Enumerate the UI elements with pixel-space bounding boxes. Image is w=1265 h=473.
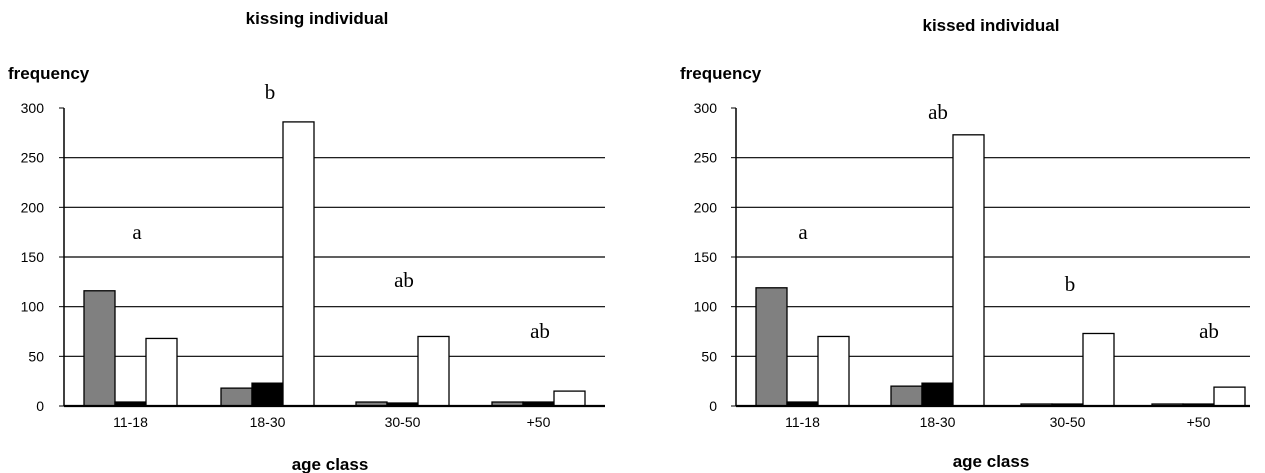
y-tick-label: 250	[694, 150, 718, 166]
category-label: 30-50	[385, 414, 421, 430]
significance-letter: a	[798, 220, 808, 244]
category-label: 18-30	[250, 414, 286, 430]
bar	[251, 382, 284, 407]
significance-letter: a	[132, 220, 142, 244]
y-tick-label: 300	[21, 100, 45, 116]
gridlines	[64, 157, 605, 357]
y-tick-labels: 0 50 100 150 200 250 300	[694, 100, 736, 414]
category-labels: 11-18 18-30 30-50 +50	[113, 414, 550, 430]
y-tick-label: 300	[694, 100, 718, 116]
y-tick-label: 50	[701, 348, 717, 364]
category-label: 30-50	[1050, 414, 1086, 430]
bar	[890, 385, 923, 407]
category-label: 18-30	[920, 414, 956, 430]
chart-kissed-individual: kissed individual frequency age class 0 5…	[680, 16, 1250, 471]
y-tick-label: 200	[21, 199, 45, 215]
bar	[145, 337, 178, 407]
significance-letter: ab	[530, 319, 550, 343]
x-axis-label: age class	[953, 452, 1030, 471]
category-label: +50	[1187, 414, 1211, 430]
category-labels: 11-18 18-30 30-50 +50	[785, 414, 1210, 430]
bar	[817, 335, 850, 407]
significance-letter: ab	[928, 100, 948, 124]
bars	[755, 134, 1246, 407]
chart-kissing-individual: kissing individual frequency age class 0…	[8, 9, 605, 473]
bar	[282, 121, 315, 407]
significance-letter: b	[265, 80, 276, 104]
y-tick-labels: 0 50 100 150 200 250 300	[21, 100, 64, 414]
bar	[1082, 332, 1115, 407]
significance-letter: b	[1065, 272, 1076, 296]
y-tick-label: 100	[694, 299, 718, 315]
category-label: 11-18	[113, 414, 148, 430]
axes	[735, 108, 1250, 408]
bar	[952, 134, 985, 407]
bar	[83, 290, 116, 407]
significance-letter: ab	[1199, 319, 1219, 343]
y-axis-label: frequency	[680, 64, 762, 83]
significance-letter: ab	[394, 268, 414, 292]
y-tick-label: 250	[21, 150, 45, 166]
significance-letters: a ab b ab	[798, 100, 1219, 343]
chart-title: kissed individual	[923, 16, 1060, 35]
y-tick-label: 0	[709, 398, 717, 414]
bar	[220, 387, 253, 407]
y-tick-label: 50	[28, 348, 44, 364]
y-tick-label: 150	[694, 249, 718, 265]
y-tick-label: 150	[21, 249, 45, 265]
gridlines	[736, 157, 1250, 357]
bars	[83, 121, 586, 407]
bar	[1213, 386, 1246, 407]
y-tick-label: 200	[694, 199, 718, 215]
y-tick-label: 0	[36, 398, 44, 414]
axes	[63, 108, 605, 408]
chart-title: kissing individual	[246, 9, 389, 28]
bar	[553, 390, 586, 407]
y-tick-label: 100	[21, 299, 45, 315]
y-axis-label: frequency	[8, 64, 90, 83]
category-label: +50	[527, 414, 551, 430]
x-axis-label: age class	[292, 455, 369, 473]
bar	[417, 335, 450, 407]
bar	[755, 287, 788, 407]
bar	[921, 382, 954, 407]
category-label: 11-18	[785, 414, 820, 430]
